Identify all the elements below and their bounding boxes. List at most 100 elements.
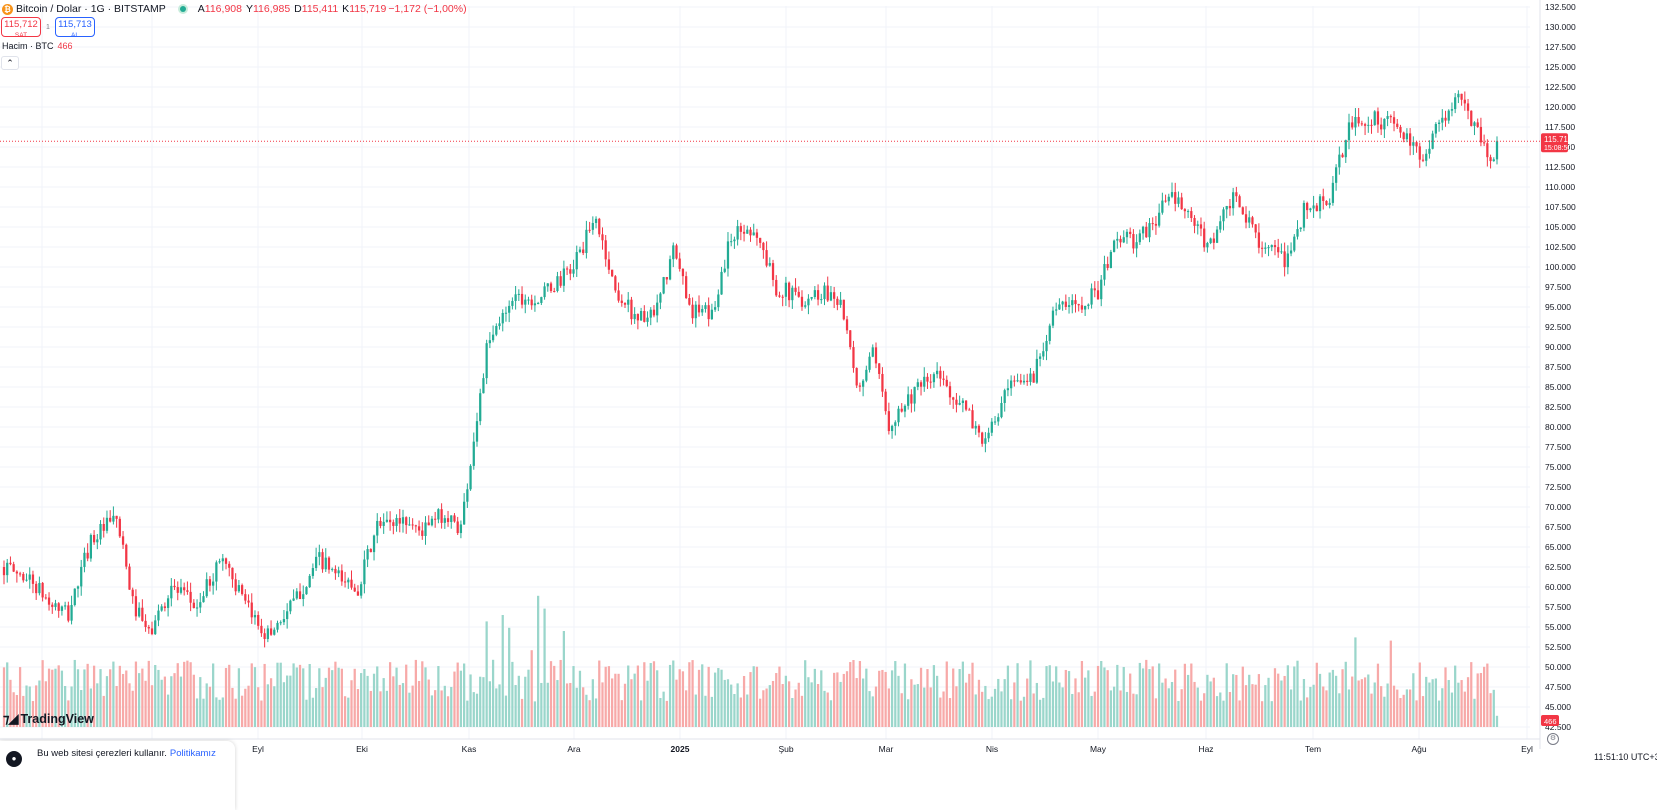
volume-bar bbox=[804, 660, 807, 727]
candle-body bbox=[537, 302, 540, 304]
candle-body bbox=[109, 517, 112, 522]
candle-body bbox=[1199, 224, 1203, 229]
volume-bar bbox=[173, 673, 176, 727]
candle-body bbox=[257, 614, 260, 626]
candle-body bbox=[215, 562, 218, 582]
volume-bar bbox=[672, 660, 675, 727]
candle-body bbox=[234, 579, 237, 592]
candle-body bbox=[1431, 133, 1434, 149]
volume-bar bbox=[308, 664, 311, 727]
volume-bar bbox=[218, 699, 221, 727]
candle-body bbox=[1408, 133, 1412, 146]
volume-bar bbox=[765, 688, 768, 727]
candle-body bbox=[1106, 264, 1109, 268]
volume-legend[interactable]: Hacim · BTC 466 bbox=[2, 41, 73, 51]
candle-body bbox=[1170, 192, 1174, 197]
volume-bar bbox=[189, 662, 192, 727]
volume-bar bbox=[1035, 682, 1038, 727]
candle-body bbox=[31, 574, 35, 584]
volume-bar bbox=[865, 668, 868, 727]
volume-bar bbox=[1096, 665, 1100, 727]
candle-body bbox=[1405, 133, 1409, 140]
settings-gear-icon[interactable]: ⚙ bbox=[1547, 733, 1559, 745]
volume-bar bbox=[9, 679, 12, 727]
volume-bar bbox=[1415, 700, 1418, 727]
volume-bar bbox=[784, 675, 788, 727]
volume-bar bbox=[57, 665, 60, 727]
candle-body bbox=[1235, 192, 1238, 197]
volume-bar bbox=[691, 660, 694, 727]
volume-bar bbox=[64, 686, 67, 727]
candle-body bbox=[22, 574, 25, 581]
candle-body bbox=[697, 304, 701, 313]
volume-bar bbox=[752, 666, 755, 727]
volume-bar bbox=[955, 686, 958, 727]
candle-body bbox=[1428, 148, 1431, 154]
volume-bar bbox=[977, 679, 981, 727]
candle-body bbox=[70, 605, 73, 621]
candle-body bbox=[633, 314, 636, 320]
y-tick-label: 60.000 bbox=[1545, 582, 1571, 592]
candle-body bbox=[305, 587, 308, 595]
volume-bar bbox=[163, 676, 167, 727]
volume-bar bbox=[1306, 697, 1309, 727]
volume-bar bbox=[1135, 694, 1138, 727]
symbol-legend: ₿ Bitcoin / Dolar · 1G · BITSTAMP A 116,9… bbox=[0, 0, 469, 18]
candle-body bbox=[562, 268, 566, 286]
candle-body bbox=[865, 369, 868, 381]
tradingview-logo[interactable]: ⁊◢ TradingView bbox=[3, 711, 94, 727]
volume-bar bbox=[1103, 667, 1106, 727]
candle-body bbox=[12, 564, 15, 572]
volume-bar bbox=[1408, 689, 1412, 727]
sell-button[interactable]: 115,712 SAT bbox=[1, 17, 41, 39]
candle-body bbox=[1029, 373, 1032, 382]
candle-body bbox=[643, 310, 646, 322]
market-status-icon[interactable] bbox=[177, 4, 188, 14]
candle-body bbox=[67, 605, 70, 621]
volume-bar bbox=[984, 685, 987, 727]
volume-bar bbox=[794, 689, 797, 727]
candle-body bbox=[1042, 351, 1045, 357]
candle-body bbox=[498, 323, 501, 327]
collapse-legend-button[interactable]: ⌃ bbox=[1, 56, 19, 70]
volume-bar bbox=[1064, 669, 1067, 727]
candle-body bbox=[1415, 142, 1418, 147]
volume-bar bbox=[630, 679, 633, 727]
volume-bar bbox=[128, 683, 131, 727]
candle-body bbox=[286, 611, 289, 620]
candle-body bbox=[926, 376, 929, 382]
volume-bar bbox=[221, 697, 224, 727]
candle-body bbox=[1437, 122, 1441, 125]
volume-bar bbox=[1367, 674, 1370, 727]
volume-bar bbox=[83, 669, 86, 727]
candle-body bbox=[1228, 205, 1232, 209]
candle-body bbox=[376, 520, 379, 536]
candle-body bbox=[839, 299, 842, 305]
volume-bar bbox=[1260, 701, 1264, 727]
candle-body bbox=[475, 421, 479, 442]
volume-bar bbox=[1251, 684, 1254, 727]
candle-body bbox=[1447, 110, 1450, 121]
clock-utc[interactable]: 11:51:10 UTC+3 bbox=[1594, 752, 1657, 762]
candle-body bbox=[543, 286, 546, 298]
volume-bar bbox=[1289, 689, 1293, 727]
volume-bar bbox=[205, 683, 208, 727]
candle-body bbox=[28, 574, 31, 580]
volume-bar bbox=[1206, 674, 1209, 727]
volume-bar bbox=[1264, 685, 1267, 727]
volume-bar bbox=[1286, 665, 1289, 727]
symbol-title[interactable]: Bitcoin / Dolar · 1G · BITSTAMP bbox=[16, 3, 166, 15]
candle-body bbox=[1016, 380, 1019, 382]
candle-body bbox=[247, 600, 250, 603]
candle-body bbox=[1289, 250, 1293, 254]
volume-bar bbox=[76, 669, 80, 727]
volume-bar bbox=[556, 680, 559, 727]
volume-bar bbox=[1254, 684, 1257, 727]
candle-body bbox=[1006, 388, 1010, 391]
candle-body bbox=[668, 259, 672, 280]
volume-bar bbox=[842, 673, 845, 727]
cookie-policy-link[interactable]: Politikamız bbox=[169, 748, 216, 759]
buy-button[interactable]: 115,713 AL bbox=[55, 17, 95, 39]
candle-body bbox=[768, 263, 771, 266]
